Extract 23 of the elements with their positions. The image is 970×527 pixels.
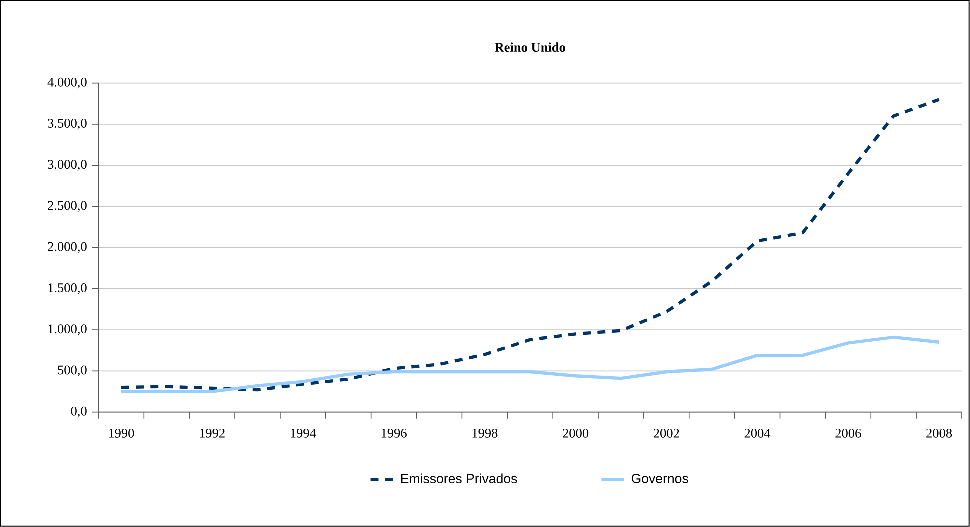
x-tick-label: 1996 [382, 428, 407, 438]
y-tick-label: 500,0 [58, 366, 87, 377]
y-tick-label: 0,0 [71, 406, 87, 418]
x-tick-label: 2004 [744, 428, 771, 438]
x-tick-label: 1992 [200, 428, 225, 438]
y-tick-label: 3.000,0 [48, 160, 87, 171]
x-tick-label: 1994 [291, 428, 316, 438]
legend-label: Emissores Privados [401, 474, 518, 484]
x-tick-label: 1998 [472, 428, 498, 438]
y-tick-label: 3.500,0 [48, 118, 87, 130]
x-tick-label: 2006 [836, 428, 862, 438]
legend-label: Governos [632, 474, 688, 484]
y-tick-label: 2.000,0 [48, 242, 87, 254]
line-series [120, 98, 941, 392]
y-tick-label: 2.500,0 [48, 201, 87, 212]
y-tick-label: 1.000,0 [48, 324, 87, 336]
x-tick-label: 1990 [109, 428, 134, 438]
y-tick-label: 1.500,0 [48, 283, 87, 294]
x-tick-label: 2002 [654, 428, 680, 438]
chart-title: Reino Unido [494, 42, 566, 52]
y-tick-label: 4.000,0 [48, 78, 87, 89]
x-tick-label: 2008 [926, 428, 952, 438]
x-tick-label: 2000 [563, 428, 589, 438]
